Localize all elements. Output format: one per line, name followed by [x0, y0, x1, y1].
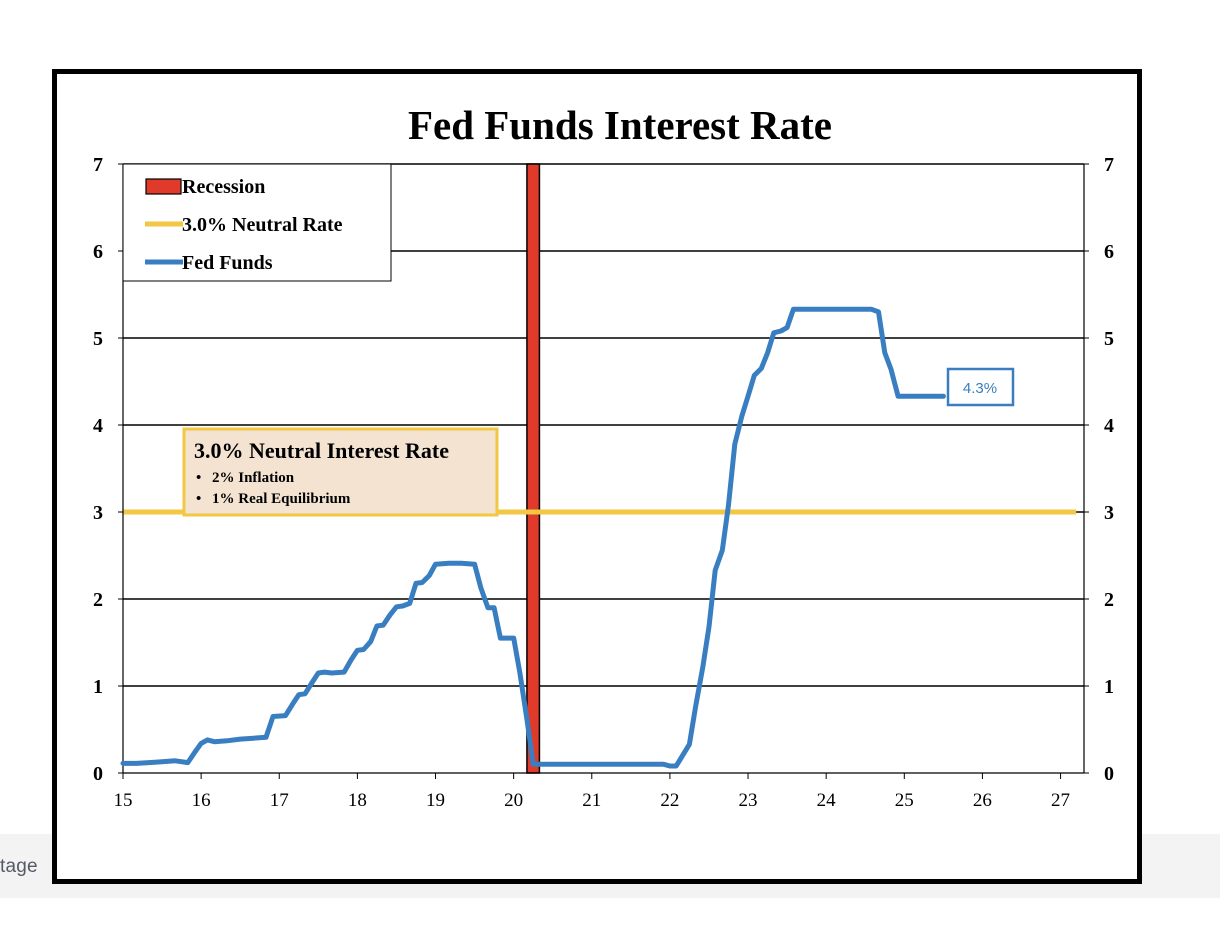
y-tick-label-left: 7	[93, 154, 103, 176]
series-line-fed-funds	[120, 306, 946, 769]
y-tick-label-right: 3	[1104, 502, 1114, 524]
x-tick-label: 24	[817, 790, 837, 811]
x-tick-label: 25	[895, 790, 914, 811]
series-layer	[120, 306, 946, 769]
y-tick-label-right: 1	[1104, 676, 1114, 698]
annotation-bullet-marker: •	[196, 491, 201, 507]
chart-title: Fed Funds Interest Rate	[408, 102, 832, 148]
y-tick-label-left: 1	[93, 676, 103, 698]
annotation-bullet-2: 1% Real Equilibrium	[212, 491, 351, 507]
x-tick-label: 27	[1051, 790, 1070, 811]
annotation-title: 3.0% Neutral Interest Rate	[194, 438, 449, 463]
legend-swatch-recession	[145, 178, 182, 195]
x-tick-label: 26	[973, 790, 992, 811]
legend: Recession 3.0% Neutral Rate Fed Funds	[122, 163, 392, 282]
end-value-label: 4.3%	[946, 367, 1015, 407]
x-tick-label: 16	[192, 790, 211, 811]
y-tick-label-right: 2	[1104, 589, 1114, 611]
y-tick-label-left: 2	[93, 589, 103, 611]
y-tick-label-left: 0	[93, 763, 103, 785]
y-tick-label-left: 6	[93, 241, 103, 263]
recession-layer	[526, 163, 541, 774]
x-tick-label: 19	[426, 790, 445, 811]
annotation-bullet-1: 2% Inflation	[212, 470, 295, 486]
neutral-rate-annotation: 3.0% Neutral Interest Rate • 2% Inflatio…	[182, 427, 499, 517]
legend-label-fedfunds: Fed Funds	[182, 252, 273, 274]
y-tick-label-right: 5	[1104, 328, 1114, 350]
y-tick-label-left: 4	[93, 415, 103, 437]
x-tick-label: 18	[348, 790, 367, 811]
annotation-bullet-marker: •	[196, 470, 201, 486]
brand-logo-text: tage	[0, 856, 38, 877]
x-tick-label: 23	[739, 790, 758, 811]
y-tick-label-right: 7	[1104, 154, 1114, 176]
annotation-box	[182, 427, 499, 517]
y-tick-label-left: 3	[93, 502, 103, 524]
x-tick-label: 21	[582, 790, 601, 811]
y-tick-label-right: 0	[1104, 763, 1114, 785]
x-tick-label: 20	[504, 790, 523, 811]
legend-label-recession: Recession	[182, 176, 265, 198]
end-label-box	[946, 367, 1015, 407]
x-tick-label: 17	[270, 790, 289, 811]
chart-svg: Fed Funds Interest Rate 0 01 12 23 34 45 56 67 7…	[93, 102, 1114, 811]
y-tick-label-left: 5	[93, 328, 103, 350]
x-tick-label: 15	[114, 790, 133, 811]
x-tick-label: 22	[660, 790, 679, 811]
y-tick-label-right: 6	[1104, 241, 1114, 263]
recession-bar	[526, 163, 541, 774]
end-label-text: 4.3%	[963, 380, 997, 397]
legend-label-neutral: 3.0% Neutral Rate	[182, 214, 343, 236]
y-tick-label-right: 4	[1104, 415, 1114, 437]
